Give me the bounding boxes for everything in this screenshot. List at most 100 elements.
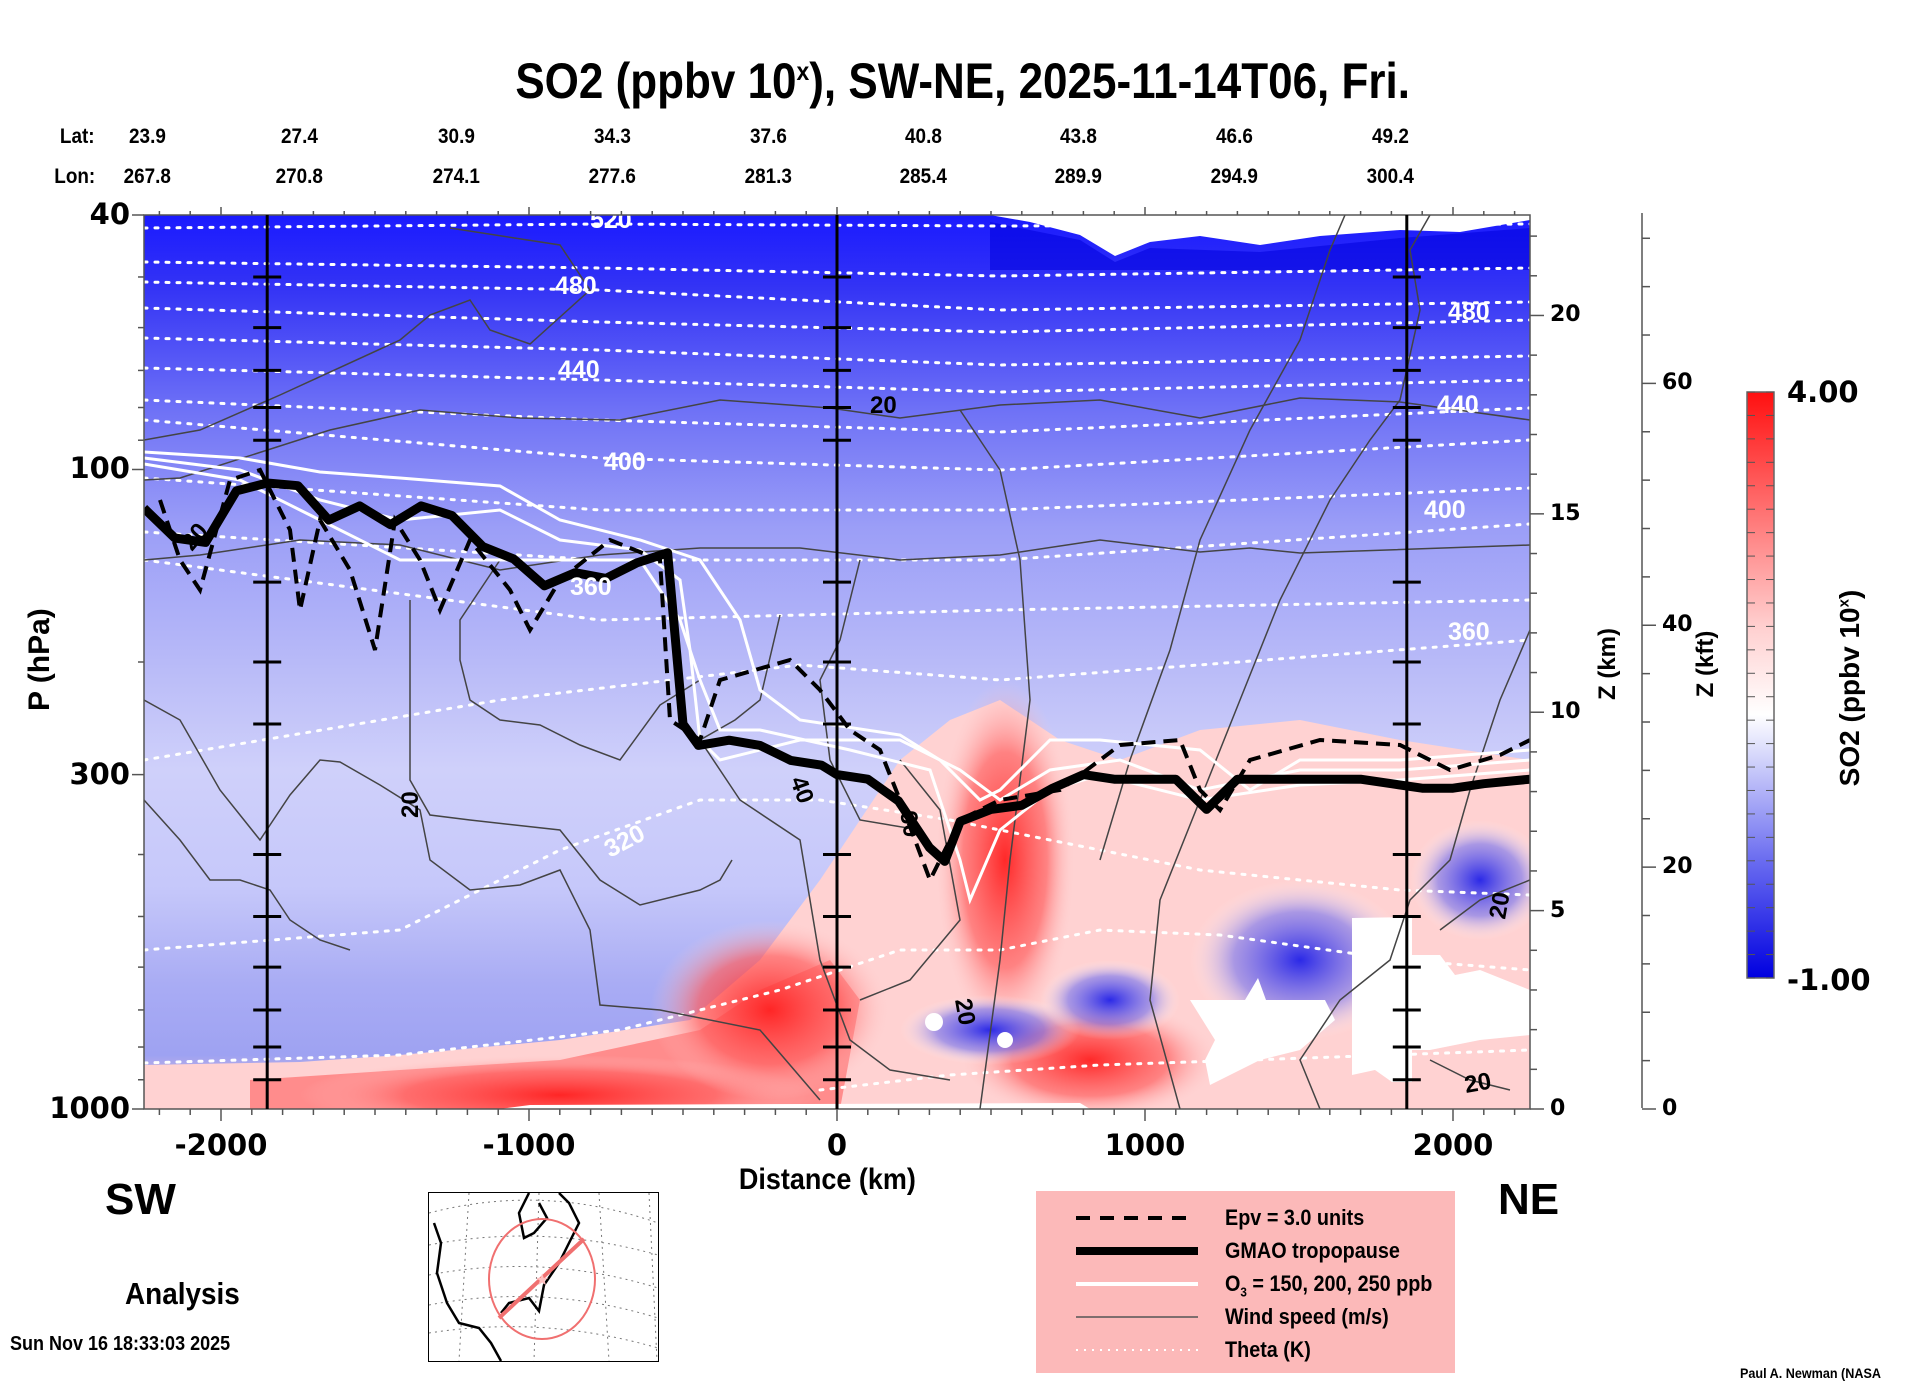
title-superscript: x [796, 56, 810, 86]
lat-value: 40.8 [905, 125, 942, 148]
lon-value: 267.8 [123, 165, 171, 188]
wind-contour [409, 600, 733, 906]
lat-value: 43.8 [1059, 125, 1097, 148]
legend-label: O3 = 150, 200, 250 ppb [1225, 1271, 1432, 1299]
y-axis-label: P (hPa) [23, 608, 56, 711]
theta-label-360: 360 [570, 573, 612, 601]
colorbar-ticks [1747, 391, 1774, 979]
map-center-star-icon: ★ [535, 1272, 549, 1289]
legend-item-theta: Theta (K) [1036, 1333, 1455, 1367]
zkm-tick-label: 15 [1550, 500, 1581, 526]
title-text-rest: ), SW-NE, 2025-11-14T06, Fri. [809, 53, 1410, 109]
lon-value: 289.9 [1054, 165, 1102, 188]
so2-negative-2 [1040, 960, 1180, 1040]
region-label-ne: NE [1498, 1175, 1560, 1224]
legend-label: Theta (K) [1225, 1337, 1311, 1362]
theta-label-400-right: 400 [1424, 496, 1466, 524]
colorbar-label-text: SO2 (ppbv 10 [1834, 607, 1865, 787]
theta-contours [144, 222, 1530, 1092]
wind-contour [144, 699, 821, 1101]
wind-contour [698, 614, 951, 1081]
theta-line [144, 418, 1530, 472]
theta-label-440: 440 [558, 356, 600, 384]
legend-label-rest: = 150, 200, 250 ppb [1246, 1271, 1433, 1296]
theta-line [144, 260, 1530, 278]
theta-line [144, 928, 1530, 1065]
missing-data-4 [925, 1013, 943, 1031]
region-label-sw: SW [105, 1175, 176, 1224]
so2-low-top [990, 222, 1530, 270]
zkm-axis-label: Z (km) [1594, 628, 1621, 700]
lat-value: 34.3 [594, 125, 632, 148]
ozone-contour-150 [144, 450, 1530, 802]
theta-line [144, 398, 1530, 434]
legend-label: GMAO tropopause [1225, 1238, 1400, 1263]
lat-value: 30.9 [438, 125, 476, 148]
lon-value: 294.9 [1210, 165, 1258, 188]
chart-title: SO2 (ppbv 10x), SW-NE, 2025-11-14T06, Fr… [115, 52, 1810, 110]
colorbar-label-sup: x [1835, 599, 1853, 608]
y-tick-label: 1000 [49, 1091, 130, 1125]
map-svg: ★ [428, 1192, 659, 1362]
missing-data-1 [1190, 978, 1335, 1085]
wind-label: 20 [1484, 890, 1515, 921]
lon-value: 300.4 [1366, 165, 1414, 188]
x-tick-label: 2000 [1412, 1128, 1494, 1162]
lat-value: 37.6 [750, 125, 788, 148]
wind-contour [1149, 215, 1431, 1109]
lon-value: 285.4 [899, 165, 947, 188]
zkft-axis-ticks [1642, 237, 1656, 1110]
zkm-axis-ticks [1530, 235, 1544, 1110]
zkft-tick-label: 20 [1662, 854, 1693, 880]
wind-contour [1099, 215, 1346, 861]
legend: Epv = 3.0 units GMAO tropopause O3 = 150… [1036, 1191, 1455, 1373]
wind-contour [1299, 629, 1530, 1109]
x-tick-label: 0 [826, 1128, 848, 1162]
zkm-tick-label: 5 [1550, 897, 1566, 923]
legend-swatch-dotted [1076, 1349, 1198, 1351]
missing-data-surface [500, 1103, 1090, 1109]
lat-value: 27.4 [281, 125, 319, 148]
theta-label-440-right: 440 [1437, 391, 1479, 419]
legend-swatch-thin [1076, 1316, 1198, 1318]
y-tick-label: 300 [69, 756, 130, 791]
legend-swatch-thick [1076, 1247, 1198, 1255]
x-tick-label: -2000 [174, 1128, 268, 1162]
legend-label-o: O [1225, 1271, 1241, 1296]
lat-value: 46.6 [1215, 125, 1253, 148]
x-tick-label: 1000 [1104, 1128, 1186, 1162]
theta-label-480: 480 [555, 272, 597, 300]
zkm-tick-label: 10 [1550, 699, 1581, 725]
wind-label: 20 [949, 996, 980, 1027]
wind-contour [959, 409, 1031, 1109]
title-text: SO2 (ppbv 10 [515, 53, 797, 109]
y-axis-ticks [132, 214, 144, 1110]
legend-swatch-white [1076, 1282, 1198, 1286]
theta-label-520: 520 [590, 206, 632, 234]
ozone-contour-250 [144, 462, 1530, 905]
wind-contour [459, 559, 701, 761]
colorbar-min-label: -1.00 [1787, 963, 1871, 997]
x-axis-label: Distance (km) [738, 1163, 916, 1196]
theta-line [144, 306, 1530, 334]
theta-line [144, 638, 1530, 762]
theta-label-480-right: 480 [1448, 298, 1490, 326]
zkft-tick-label: 60 [1662, 370, 1693, 396]
missing-data-5 [997, 1032, 1013, 1048]
theta-line [144, 336, 1530, 367]
so2-max-mid [650, 920, 890, 1100]
timestamp: Sun Nov 16 18:33:03 2025 [10, 1333, 231, 1355]
wind-contour [1439, 879, 1530, 931]
theta-labels: 520 480 440 400 360 320 480 440 400 360 [555, 206, 1490, 863]
legend-label: Epv = 3.0 units [1225, 1205, 1365, 1230]
legend-label-sub: 3 [1240, 1284, 1247, 1300]
so2-negative-4 [1410, 820, 1530, 940]
lon-value: 270.8 [275, 165, 324, 188]
lat-label: Lat: [59, 125, 95, 148]
legend-label: Wind speed (m/s) [1225, 1304, 1389, 1329]
wind-label: 20 [870, 392, 897, 419]
lat-value: 49.2 [1371, 125, 1409, 148]
map-section-line [497, 1237, 586, 1320]
theta-line [818, 1048, 1530, 1092]
